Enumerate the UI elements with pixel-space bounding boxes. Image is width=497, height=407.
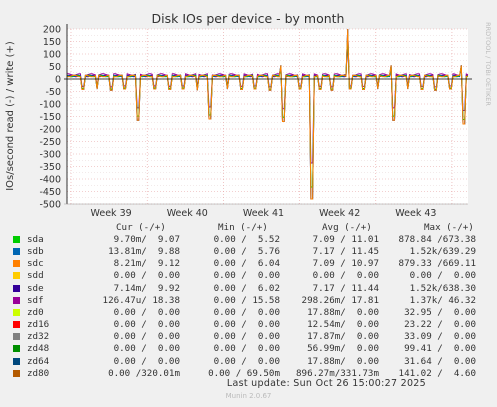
axes (64, 24, 472, 205)
y-tick-label: 50 (49, 62, 61, 73)
y-tick-label: -250 (39, 137, 61, 148)
chart-title: Disk IOs per device - by month (152, 11, 345, 26)
y-tick-label: -500 (39, 200, 61, 211)
x-tick-label: Week 39 (91, 208, 132, 219)
x-tick-label: Week 41 (243, 208, 284, 219)
y-tick-label: 200 (43, 25, 61, 36)
x-tick-label: Week 40 (167, 208, 208, 219)
y-tick-label: -150 (39, 112, 61, 123)
y-tick-label: -450 (39, 187, 61, 198)
last-update: Last update: Sun Oct 26 15:00:27 2025 (226, 378, 426, 389)
y-tick-label: 150 (43, 37, 61, 48)
y-axis-label: IOs/second read (-) / write (+) (5, 41, 16, 191)
y-tick-label: -300 (39, 150, 61, 161)
x-tick-label: Week 43 (395, 208, 436, 219)
y-tick-label: 0 (55, 75, 61, 86)
y-tick-label: 100 (43, 50, 61, 61)
y-tick-label: -200 (39, 125, 61, 136)
series-line (66, 28, 469, 200)
x-tick-label: Week 42 (319, 208, 360, 219)
series-layer (66, 28, 469, 200)
y-tick-label: -50 (45, 87, 61, 98)
y-tick-label: -350 (39, 162, 61, 173)
y-tick-label: -100 (39, 100, 61, 111)
y-tick-label: -400 (39, 175, 61, 186)
x-axis: Week 39 Week 40 Week 41 Week 42 Week 43 (91, 208, 437, 219)
munin-version: Munin 2.0.67 (225, 392, 272, 400)
rrdtool-credit: RRDTOOL / TOBI OETIKER (484, 22, 492, 106)
